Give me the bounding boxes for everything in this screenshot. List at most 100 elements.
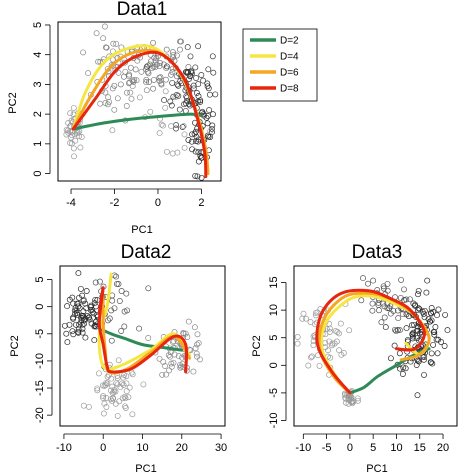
data-point — [336, 330, 342, 337]
data-point — [77, 144, 84, 151]
data-point — [130, 78, 137, 85]
data-point — [428, 317, 435, 324]
data-point — [113, 273, 120, 280]
data-point — [89, 306, 96, 313]
data-point — [360, 275, 366, 282]
data-point — [118, 328, 125, 334]
data-point — [194, 331, 201, 338]
data-point — [106, 98, 113, 105]
data-point — [394, 307, 401, 314]
data-point — [169, 79, 176, 86]
data-point — [416, 330, 423, 337]
data-point — [161, 97, 168, 104]
data-point — [387, 355, 394, 362]
data-point — [194, 341, 201, 348]
data-point — [428, 350, 435, 357]
data-point — [122, 395, 129, 402]
data-point — [157, 74, 164, 81]
data-point — [113, 280, 120, 287]
data-point — [365, 280, 371, 287]
data-point — [355, 397, 361, 404]
data-point — [143, 87, 150, 94]
data-point — [204, 83, 211, 90]
data-point — [421, 354, 428, 360]
data-point — [424, 277, 431, 284]
data-point — [410, 300, 417, 307]
data-point — [126, 79, 133, 86]
data-point — [212, 91, 219, 98]
y-tick-label: 5 — [32, 22, 44, 28]
y-tick-label: 5 — [34, 276, 46, 282]
data-point — [100, 393, 107, 400]
data-point — [331, 340, 338, 347]
data-point — [421, 307, 428, 314]
data-point — [414, 392, 421, 399]
data-point — [160, 122, 166, 129]
data-point — [326, 325, 333, 332]
data-point — [160, 358, 167, 365]
data-point — [378, 319, 385, 326]
data-point — [428, 359, 434, 366]
data-point — [120, 73, 127, 80]
data-point — [157, 60, 164, 66]
data-point — [369, 307, 376, 314]
data-point — [114, 95, 121, 102]
data-point — [123, 380, 130, 387]
x-tick-label: -2 — [110, 197, 120, 209]
x-tick-label: -4 — [66, 197, 76, 209]
data-point — [111, 386, 118, 393]
data-point — [126, 384, 133, 391]
data-point — [430, 341, 437, 348]
data-point — [145, 335, 152, 341]
data-point — [427, 318, 434, 325]
data-point — [95, 370, 102, 377]
data-point — [124, 307, 131, 314]
data-point — [133, 77, 140, 84]
data-point — [114, 381, 121, 388]
data-point — [115, 281, 122, 287]
data-point — [381, 314, 388, 321]
data-point — [169, 150, 176, 157]
data-point — [428, 310, 435, 317]
data-point — [170, 339, 176, 346]
series-line-D=8 — [97, 286, 189, 374]
data-point — [106, 315, 113, 322]
data-point — [192, 345, 199, 352]
data-point — [123, 388, 130, 395]
data-point — [193, 90, 200, 96]
data-point — [195, 158, 202, 165]
data-point — [93, 30, 100, 37]
data-point — [76, 294, 82, 301]
data-point — [83, 288, 90, 294]
series-line-D=8 — [315, 288, 426, 395]
y-tick-label: -10 — [268, 413, 280, 429]
data-point — [129, 83, 136, 90]
plot-frame — [293, 265, 458, 427]
data-point — [71, 311, 78, 317]
data-point — [407, 296, 413, 303]
data-point — [71, 153, 77, 160]
data-point — [101, 400, 108, 407]
data-point — [409, 331, 416, 337]
data-point — [209, 125, 215, 132]
data-point — [123, 89, 130, 96]
data-point — [151, 54, 158, 61]
data-point — [145, 285, 152, 292]
data-point — [167, 98, 174, 105]
data-point — [74, 312, 81, 319]
data-point — [64, 339, 71, 346]
data-point — [299, 315, 306, 322]
data-point — [190, 82, 197, 89]
data-point — [134, 57, 141, 64]
data-point — [300, 310, 307, 317]
data-point — [391, 342, 398, 349]
x-tick-label: 20 — [176, 442, 188, 454]
data-point — [77, 285, 84, 292]
data-point — [171, 351, 178, 358]
data-point — [346, 327, 353, 334]
data-point — [80, 49, 87, 56]
data-point — [162, 104, 169, 111]
data-point — [159, 371, 166, 378]
data-point — [169, 54, 176, 61]
data-point — [156, 130, 163, 137]
